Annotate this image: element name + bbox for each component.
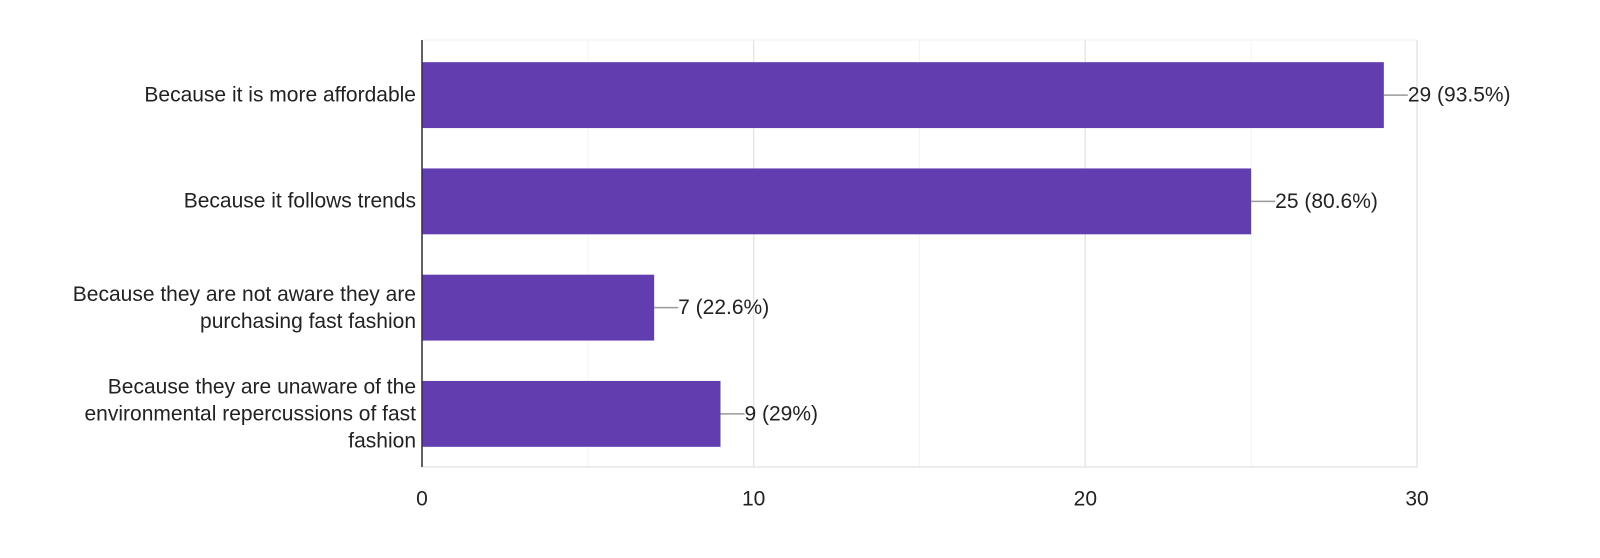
x-tick-label: 20	[1074, 488, 1097, 511]
x-tick-label: 30	[1405, 488, 1428, 511]
value-label: 29 (93.5%)	[1408, 84, 1511, 107]
value-label: 25 (80.6%)	[1275, 190, 1378, 213]
category-label: Because they are not aware they are purc…	[72, 282, 416, 333]
bar	[422, 168, 1252, 235]
x-tick-label: 10	[742, 488, 765, 511]
bar	[422, 62, 1384, 129]
category-label: Because it is more affordable	[144, 83, 416, 107]
category-label: Because it follows trends	[183, 189, 416, 213]
category-label: Because they are unaware of the environm…	[84, 375, 417, 453]
x-tick-label: 0	[416, 488, 428, 511]
value-label: 7 (22.6%)	[678, 296, 769, 319]
bar	[422, 380, 721, 447]
value-label: 9 (29%)	[745, 402, 819, 425]
bar	[422, 274, 655, 341]
